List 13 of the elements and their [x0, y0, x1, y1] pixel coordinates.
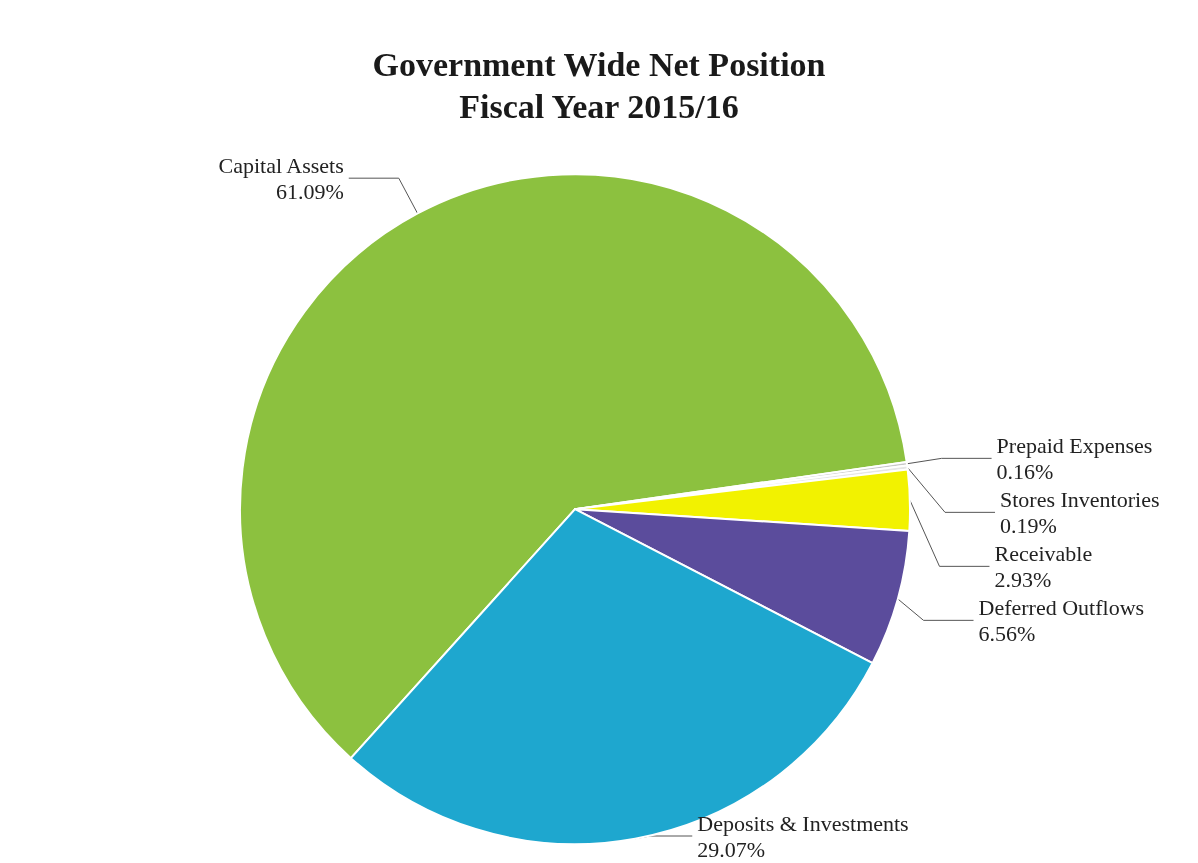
- slice-label: Prepaid Expenses: [996, 432, 1153, 458]
- slice-label: Stores Inventories: [1000, 486, 1160, 512]
- data-label: 6.56%: [978, 620, 1036, 646]
- slice-label: Deferred Outflows: [978, 594, 1145, 620]
- slice-label: Capital Assets: [218, 152, 344, 178]
- data-label: 2.93%: [994, 566, 1052, 592]
- slice-label: Deposits & Investments: [697, 810, 909, 836]
- slice-label: Receivable: [994, 540, 1093, 566]
- chart-title: Government Wide Net Position Fiscal Year 2015/16: [372, 45, 826, 125]
- data-label: 61.09%: [275, 178, 344, 204]
- data-label: 0.16%: [996, 458, 1054, 484]
- data-label: 0.19%: [1000, 512, 1057, 538]
- data-label: 29.07%: [697, 836, 766, 862]
